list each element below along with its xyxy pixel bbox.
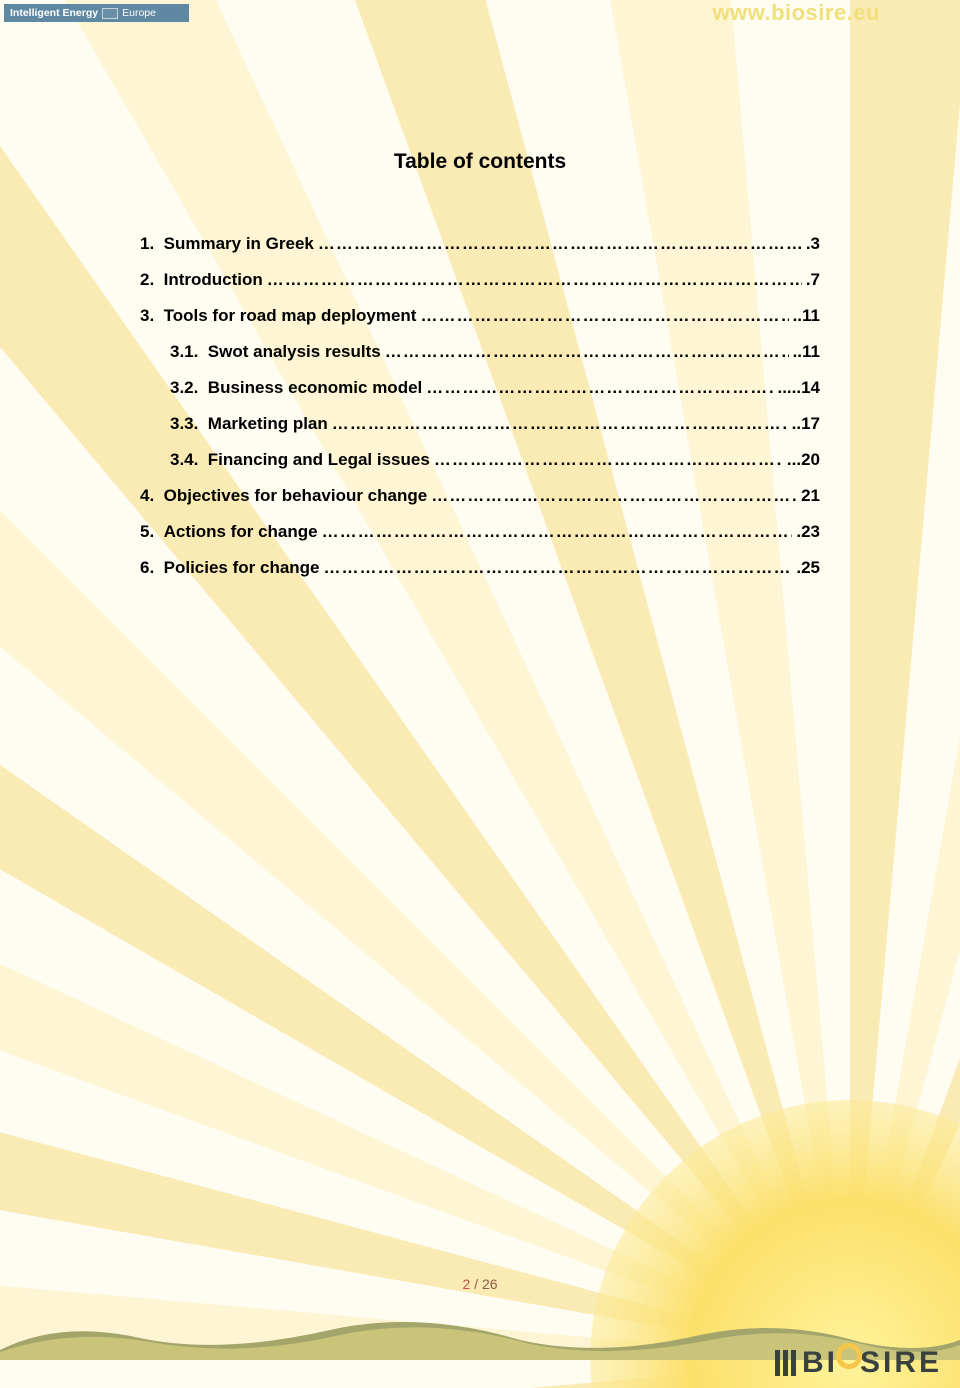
toc-list: 1. Summary in Greek .3 2. Introduction .7 3.… bbox=[140, 234, 820, 578]
toc-row: 2. Introduction .7 bbox=[140, 270, 820, 290]
logo-ring-icon bbox=[836, 1343, 862, 1369]
header-badge-bold: Intelligent Energy bbox=[10, 4, 98, 22]
toc-page: .7 bbox=[806, 270, 820, 290]
toc-leader bbox=[426, 378, 773, 398]
toc-label: 6. Policies for change bbox=[140, 558, 320, 578]
toc-row: 3.3. Marketing plan ..17 bbox=[140, 414, 820, 434]
toc-page: .23 bbox=[796, 522, 820, 542]
toc-row: 3. Tools for road map deployment ..11 bbox=[140, 306, 820, 326]
toc-leader bbox=[431, 486, 797, 506]
toc-row: 3.1. Swot analysis results ..11 bbox=[140, 342, 820, 362]
toc-leader bbox=[324, 558, 793, 578]
toc-page: 21 bbox=[801, 486, 820, 506]
toc-leader bbox=[420, 306, 788, 326]
logo-bars-icon bbox=[775, 1350, 796, 1376]
toc-row: 3.4. Financing and Legal issues ...20 bbox=[140, 450, 820, 470]
toc-row: 4. Objectives for behaviour change 21 bbox=[140, 486, 820, 506]
toc-page: ..17 bbox=[792, 414, 820, 434]
toc-page: .....14 bbox=[777, 378, 820, 398]
toc-page: ..11 bbox=[793, 342, 820, 362]
toc-label: 4. Objectives for behaviour change bbox=[140, 486, 427, 506]
biosire-logo: BI SIRE bbox=[775, 1346, 942, 1380]
page-sep: / bbox=[470, 1276, 482, 1292]
toc-row: 3.2. Business economic model .....14 bbox=[140, 378, 820, 398]
toc-label: 1. Summary in Greek bbox=[140, 234, 314, 254]
logo-prefix: BI bbox=[802, 1346, 838, 1380]
header-badge-light: Europe bbox=[122, 4, 156, 22]
toc-page: .25 bbox=[796, 558, 820, 578]
toc-leader bbox=[434, 450, 783, 470]
header-badge: Intelligent Energy Europe bbox=[4, 4, 189, 22]
toc-row: 6. Policies for change .25 bbox=[140, 558, 820, 578]
toc-label: 3. Tools for road map deployment bbox=[140, 306, 416, 326]
toc-leader bbox=[267, 270, 802, 290]
toc-leader bbox=[322, 522, 793, 542]
document-page: Intelligent Energy Europe www.biosire.eu… bbox=[0, 0, 960, 1388]
toc-page: ..11 bbox=[793, 306, 820, 326]
toc-label: 5. Actions for change bbox=[140, 522, 318, 542]
toc-row: 5. Actions for change .23 bbox=[140, 522, 820, 542]
toc-title: Table of contents bbox=[140, 150, 820, 174]
toc-page: ...20 bbox=[787, 450, 820, 470]
page-total: 26 bbox=[482, 1276, 498, 1292]
header-url: www.biosire.eu bbox=[712, 0, 880, 26]
toc-label: 3.1. Swot analysis results bbox=[170, 342, 381, 362]
toc-label: 2. Introduction bbox=[140, 270, 263, 290]
toc-label: 3.4. Financing and Legal issues bbox=[170, 450, 430, 470]
logo-suffix: SIRE bbox=[860, 1346, 942, 1380]
toc-row: 1. Summary in Greek .3 bbox=[140, 234, 820, 254]
eu-flag-icon bbox=[102, 8, 118, 19]
content-area: Table of contents 1. Summary in Greek .3 2… bbox=[140, 150, 820, 594]
toc-leader bbox=[332, 414, 788, 434]
toc-leader bbox=[385, 342, 789, 362]
toc-page: .3 bbox=[806, 234, 820, 254]
toc-label: 3.3. Marketing plan bbox=[170, 414, 328, 434]
toc-leader bbox=[318, 234, 802, 254]
toc-label: 3.2. Business economic model bbox=[170, 378, 422, 398]
page-number: 2 / 26 bbox=[0, 1276, 960, 1292]
